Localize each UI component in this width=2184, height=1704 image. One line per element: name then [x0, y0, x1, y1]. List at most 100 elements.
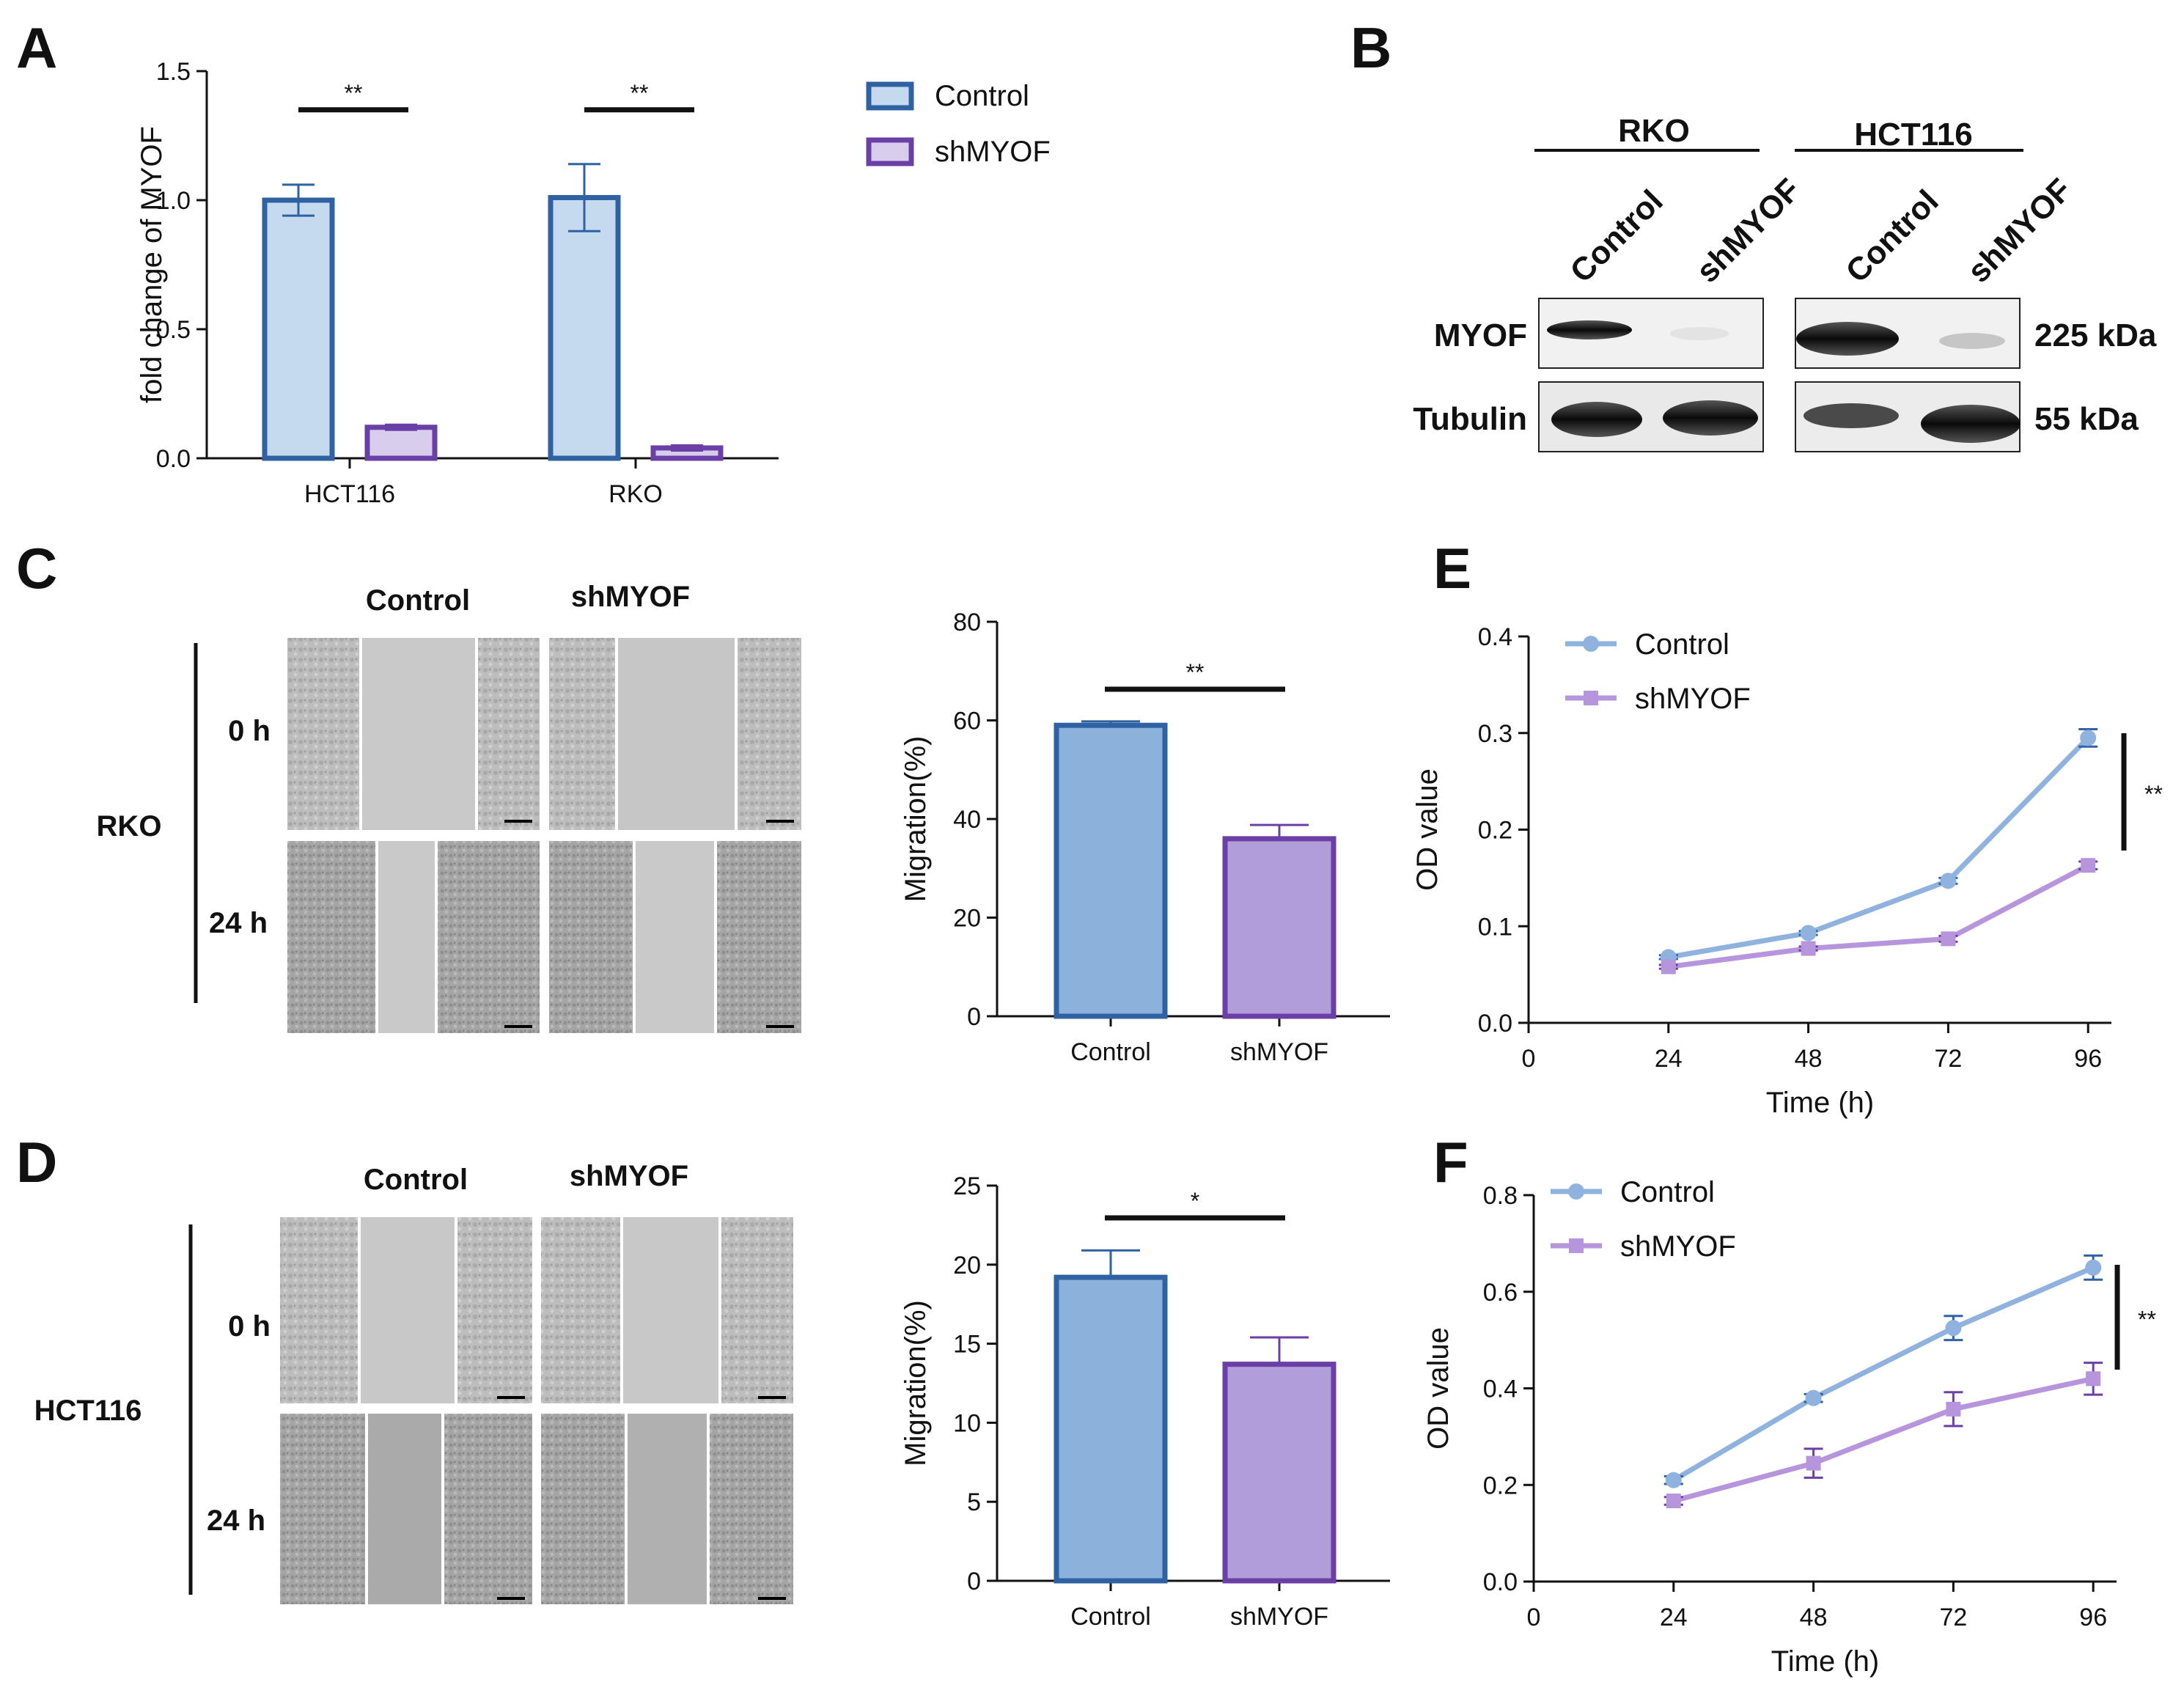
scratch-cell-front	[287, 841, 377, 1033]
bar	[1222, 836, 1336, 1019]
data-point	[2081, 858, 2096, 873]
y-axis-label: OD value	[1422, 1327, 1455, 1450]
scratch-col-control: Control	[364, 1164, 468, 1196]
data-point	[1941, 931, 1956, 947]
scratch-cell-front	[436, 841, 540, 1033]
y-tick-label: 0.1	[1478, 913, 1512, 941]
legend-marker	[1584, 691, 1598, 705]
y-tick-label: 25	[953, 1172, 981, 1200]
y-axis-label: fold change of MYOF	[136, 126, 168, 403]
x-tick-label: shMYOF	[1230, 1603, 1328, 1631]
blot-row-myof: MYOF	[1434, 317, 1527, 353]
bar	[262, 197, 335, 461]
y-tick-label: 1.0	[156, 187, 191, 215]
scratch-cell-front	[549, 638, 617, 830]
y-tick-label: 40	[953, 806, 981, 834]
x-tick-label: HCT116	[304, 480, 395, 508]
x-tick-label: 48	[1800, 1604, 1828, 1631]
y-tick-label: 0.2	[1478, 817, 1512, 845]
data-point	[2080, 730, 2097, 746]
data-point	[2085, 1259, 2102, 1276]
y-tick-label: 0.0	[1478, 1010, 1512, 1038]
scratch-col-shmyof: shMYOF	[571, 581, 690, 613]
panel-label-B: B	[1350, 15, 1391, 80]
scratch-cell-front	[280, 1414, 367, 1604]
scratch-cell-line-rko: RKO	[97, 810, 162, 842]
significance-label: **	[2144, 781, 2163, 807]
scratch-grid-hct116: Control shMYOF HCT116 0 h 24 h	[34, 1160, 793, 1604]
significance-label: **	[345, 80, 363, 106]
y-tick-label: 0.5	[156, 316, 191, 344]
scratch-cell-line-hct116: HCT116	[34, 1395, 142, 1427]
data-point	[1806, 1455, 1821, 1471]
panel-label-D: D	[16, 1130, 57, 1194]
data-point	[1946, 1401, 1961, 1417]
bar	[1222, 1362, 1336, 1584]
x-tick-label: shMYOF	[1230, 1038, 1328, 1066]
legend-label: Control	[935, 80, 1029, 112]
y-tick-label: 0.8	[1483, 1182, 1518, 1210]
blot-band	[1663, 400, 1758, 436]
scratch-cell-front	[708, 1414, 793, 1604]
blot-band	[1551, 402, 1642, 437]
series-line	[1668, 735, 2090, 960]
x-tick-label: Control	[1070, 1603, 1151, 1631]
bar	[1054, 1274, 1168, 1584]
blot-row-tubulin: Tubulin	[1413, 401, 1527, 437]
data-point	[1661, 959, 1676, 974]
scratch-col-shmyof: shMYOF	[570, 1160, 688, 1192]
bar	[1054, 722, 1168, 1019]
legend-marker	[1583, 636, 1599, 652]
legend-label: shMYOF	[1620, 1230, 1736, 1263]
legend-marker	[1569, 1238, 1584, 1253]
y-tick-label: 0.4	[1483, 1376, 1518, 1403]
y-tick-label: 20	[953, 905, 981, 933]
data-point	[1940, 873, 1957, 889]
scratch-grid-rko: Control shMYOF RKO 0 h 24 h	[97, 581, 801, 1033]
blot-lane-label: shMYOF	[1960, 172, 2078, 290]
scratch-cell-front	[443, 1414, 532, 1604]
scratch-cell-front	[477, 638, 540, 830]
blot-band	[1796, 322, 1899, 356]
x-tick-label: 0	[1527, 1604, 1541, 1631]
bar	[364, 425, 438, 461]
legend-marker	[1568, 1183, 1584, 1200]
data-point	[1665, 1472, 1682, 1488]
scratch-cell-front	[541, 1414, 626, 1604]
significance-label: **	[2138, 1307, 2156, 1333]
scratch-col-control: Control	[366, 584, 470, 617]
bar	[548, 194, 621, 461]
legend-swatch	[866, 137, 914, 166]
x-tick-label: 96	[2079, 1604, 2107, 1631]
y-tick-label: 0.0	[1483, 1568, 1518, 1596]
y-tick-label: 0.6	[1483, 1279, 1518, 1307]
scratch-time-24h: 24 h	[209, 907, 268, 939]
data-point	[1805, 1389, 1822, 1406]
legend-label: shMYOF	[1635, 683, 1751, 715]
panel-label-C: C	[16, 536, 57, 601]
blot-size-tubulin: 55 kDa	[2034, 401, 2139, 437]
x-tick-label: 24	[1655, 1045, 1683, 1073]
blot-lane-label: shMYOF	[1689, 172, 1807, 290]
y-tick-label: 0.3	[1478, 720, 1512, 748]
blot-band	[1670, 327, 1729, 340]
blot-lane-label: Control	[1563, 183, 1669, 290]
blot-size-myof: 225 kDa	[2034, 317, 2157, 353]
chart-a-mrna-bar: 0.0 0.5 1.0 1.5 fold change of MYOF HCT116 ** R…	[136, 58, 1051, 508]
blot-group-rko: RKO	[1618, 113, 1690, 149]
x-tick-label: 72	[1934, 1045, 1962, 1073]
scratch-cell-front	[541, 1217, 622, 1403]
y-tick-label: 10	[953, 1409, 981, 1437]
blot-band	[1547, 320, 1632, 339]
x-tick-label: 24	[1660, 1604, 1688, 1631]
series-line	[1672, 1376, 2094, 1504]
x-tick-label: 72	[1939, 1604, 1967, 1631]
x-tick-label: Control	[1070, 1038, 1151, 1066]
scratch-cell-front	[280, 1217, 359, 1403]
y-tick-label: 0.4	[1478, 623, 1512, 651]
western-blot: RKO HCT116 Control shMYOF Control shMYOF…	[1413, 113, 2157, 452]
y-axis-label: OD value	[1411, 768, 1444, 891]
data-point	[1800, 925, 1817, 941]
y-axis-label: Migration(%)	[900, 736, 932, 903]
